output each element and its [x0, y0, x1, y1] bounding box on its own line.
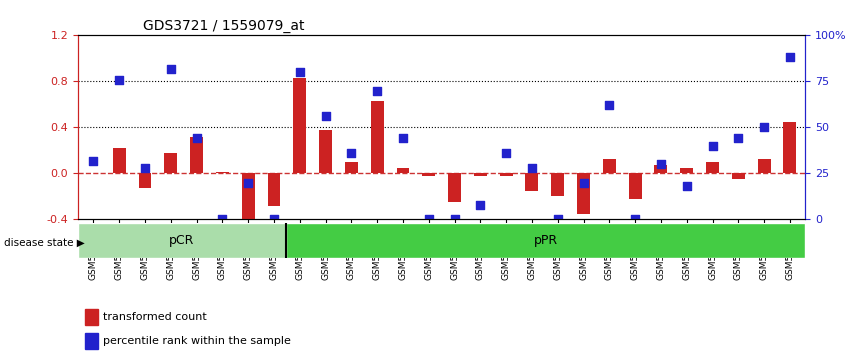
Bar [113, 148, 126, 173]
Text: transformed count: transformed count [103, 312, 207, 322]
Point [216, 217, 229, 222]
Point [371, 88, 385, 93]
Bar [345, 162, 358, 173]
Point [138, 165, 152, 171]
Bar [732, 173, 745, 179]
Bar [603, 159, 616, 173]
Bar [320, 130, 332, 173]
Bar [552, 173, 564, 196]
Bar [474, 173, 487, 176]
Bar [629, 173, 642, 199]
Point [706, 143, 720, 149]
Bar [655, 165, 668, 173]
Bar [191, 137, 203, 173]
Point [525, 165, 539, 171]
Point [190, 136, 204, 141]
Bar [448, 173, 461, 202]
Point [499, 150, 513, 156]
Text: percentile rank within the sample: percentile rank within the sample [103, 336, 291, 346]
Text: GDS3721 / 1559079_at: GDS3721 / 1559079_at [144, 19, 305, 33]
Text: pPR: pPR [533, 234, 558, 247]
Text: pCR: pCR [169, 234, 195, 247]
Bar [85, 333, 99, 349]
Bar [577, 173, 590, 214]
Point [87, 158, 100, 164]
Point [654, 161, 668, 167]
Bar [139, 173, 152, 188]
Point [242, 180, 255, 185]
Bar [758, 159, 771, 173]
Point [164, 66, 178, 72]
Point [293, 69, 307, 75]
Point [551, 217, 565, 222]
FancyBboxPatch shape [78, 223, 286, 258]
Bar [423, 173, 436, 176]
Point [757, 125, 771, 130]
Point [603, 103, 617, 108]
Bar [397, 168, 410, 173]
Text: disease state ▶: disease state ▶ [4, 238, 85, 247]
Point [319, 114, 333, 119]
Bar [371, 101, 384, 173]
Bar [242, 173, 255, 222]
Bar [294, 78, 307, 173]
Bar [681, 168, 693, 173]
Point [628, 217, 642, 222]
Bar [526, 173, 539, 191]
Bar [784, 122, 797, 173]
FancyBboxPatch shape [286, 223, 805, 258]
Point [267, 217, 281, 222]
Point [345, 150, 359, 156]
Bar [268, 173, 281, 206]
Bar [706, 162, 719, 173]
Bar [500, 173, 513, 176]
Point [396, 136, 410, 141]
Point [577, 180, 591, 185]
Point [113, 77, 126, 82]
Point [732, 136, 746, 141]
Point [474, 202, 488, 207]
Bar [165, 153, 178, 173]
Bar [85, 309, 99, 325]
Point [680, 183, 694, 189]
Point [448, 217, 462, 222]
Point [422, 217, 436, 222]
Bar [216, 172, 229, 173]
Point [783, 55, 797, 60]
